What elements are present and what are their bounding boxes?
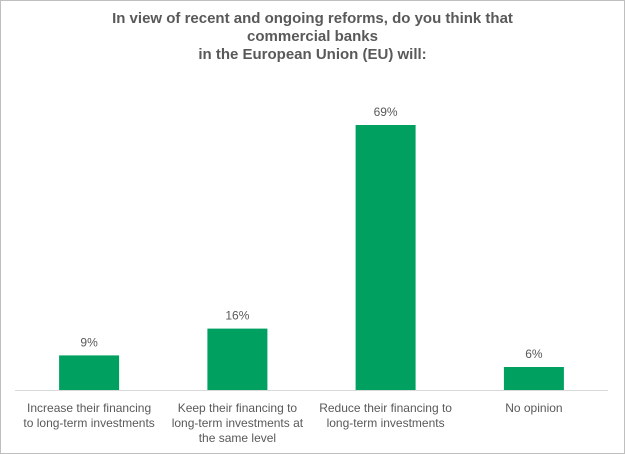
bar-4 — [503, 367, 564, 390]
category-label-4: No opinion — [505, 401, 562, 415]
category-label-2: Keep their financing to long-term investm… — [172, 401, 304, 445]
bar-3 — [355, 125, 416, 390]
chart-title: In view of recent and ongoing reforms, d… — [1, 10, 624, 64]
data-label-2: 16% — [225, 309, 249, 323]
data-label-4: 6% — [525, 347, 543, 361]
bar-1 — [59, 355, 120, 390]
category-label-1: Increase their financing to long-term inv… — [23, 401, 154, 430]
data-label-3: 69% — [374, 105, 398, 119]
chart-title-line-2: commercial banks — [247, 28, 378, 45]
chart-title-line-1: In view of recent and ongoing reforms, d… — [112, 10, 513, 27]
category-label-3: Reduce their financing to long-term inves… — [319, 401, 452, 430]
bar-2 — [207, 328, 268, 390]
data-label-1: 9% — [80, 335, 98, 349]
chart-title-line-3: in the European Union (EU) will: — [198, 46, 427, 63]
